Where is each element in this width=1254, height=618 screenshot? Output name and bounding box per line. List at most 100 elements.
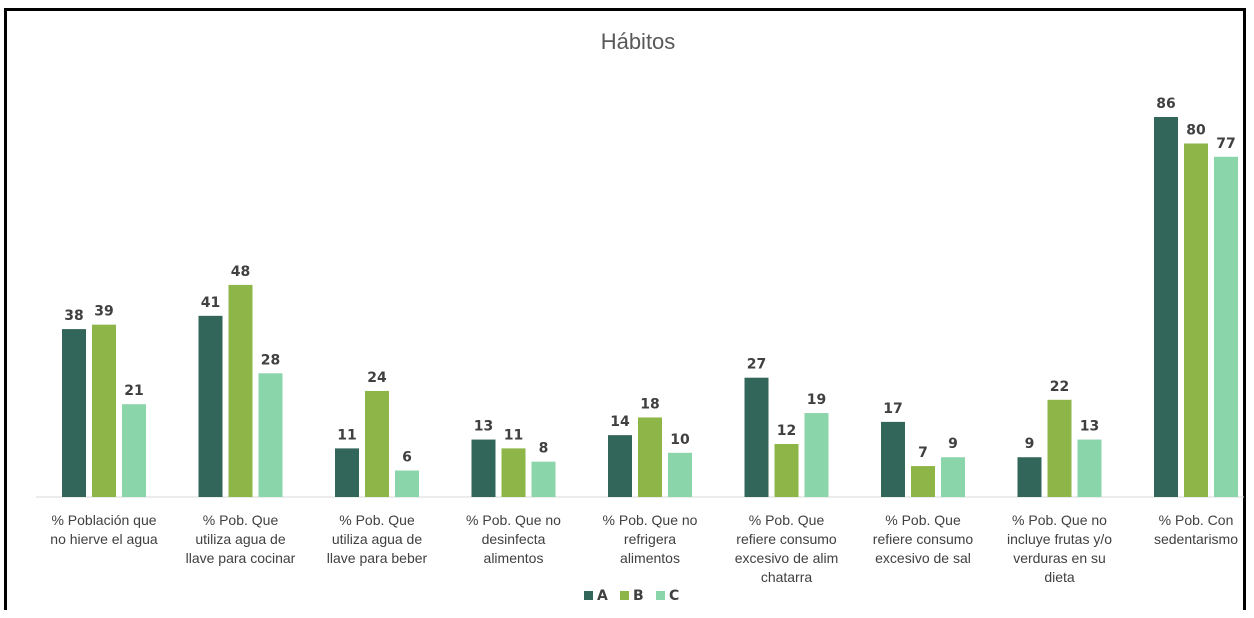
category-label-line: alimentos <box>484 550 544 566</box>
bar-A-1 <box>198 315 223 497</box>
bar-C-7 <box>1077 439 1102 497</box>
bars-group <box>62 117 1238 497</box>
category-label-line: desinfecta <box>482 531 546 547</box>
data-label-A-5: 27 <box>747 357 766 373</box>
data-label-A-7: 9 <box>1025 436 1035 452</box>
category-label-5: % Pob. Que refiere consumo excesivo de ali… <box>735 512 839 585</box>
category-label-line: no hierve el agua <box>50 531 158 547</box>
category-label-line: refrigera <box>624 531 676 547</box>
category-label-line: utiliza agua de <box>332 531 423 547</box>
data-label-B-3: 11 <box>504 427 523 443</box>
category-label-7: % Pob. Que no incluye frutas y/o verduras … <box>1007 512 1112 585</box>
category-label-2: % Pob. Que utiliza agua de llave para bebe… <box>327 512 428 566</box>
data-label-A-2: 11 <box>337 427 356 443</box>
bar-A-6 <box>881 421 905 497</box>
bar-C-4 <box>668 452 692 497</box>
data-label-C-1: 28 <box>261 352 280 368</box>
category-label-line: % Pob. Que <box>203 512 279 528</box>
data-label-B-1: 48 <box>231 264 250 280</box>
category-label-line: dieta <box>1044 569 1075 585</box>
category-label-line: sedentarismo <box>1154 531 1238 547</box>
legend: A B C <box>584 588 679 604</box>
data-label-C-7: 13 <box>1080 419 1099 435</box>
category-label-line: llave para beber <box>327 550 428 566</box>
category-label-line: refiere consumo <box>736 531 837 547</box>
data-label-B-5: 12 <box>777 423 796 439</box>
category-label-line: refiere consumo <box>873 531 974 547</box>
category-label-line: % Pob. Que no <box>1012 512 1107 528</box>
category-label-6: % Pob. Que refiere consumo excesivo de sal <box>873 512 974 566</box>
category-label-3: % Pob. Que no desinfecta alimentos <box>466 512 561 566</box>
data-label-B-0: 39 <box>94 304 113 320</box>
category-label-line: % Pob. Que no <box>603 512 698 528</box>
data-label-A-6: 17 <box>883 401 902 417</box>
bar-B-6 <box>911 466 935 497</box>
bar-A-0 <box>62 329 86 497</box>
category-label-1: % Pob. Que utiliza agua de llave para coci… <box>186 512 296 566</box>
category-label-line: % Pob. Con <box>1159 512 1234 528</box>
data-label-A-0: 38 <box>64 308 83 324</box>
bar-A-5 <box>744 377 769 497</box>
chart-frame <box>4 8 1246 610</box>
bar-C-3 <box>531 461 556 497</box>
bar-C-8 <box>1214 156 1238 497</box>
category-label-line: utiliza agua de <box>195 531 286 547</box>
chart-title: Hábitos <box>601 29 676 54</box>
category-label-4: % Pob. Que no refrigera alimentos <box>603 512 698 566</box>
legend-label-A: A <box>597 588 608 604</box>
data-label-C-3: 8 <box>539 441 549 457</box>
data-label-A-8: 86 <box>1156 96 1175 112</box>
bar-B-8 <box>1184 143 1208 497</box>
legend-label-C: C <box>669 588 679 604</box>
category-label-line: incluye frutas y/o <box>1007 531 1112 547</box>
legend-swatch-A <box>584 591 593 600</box>
legend-label-B: B <box>633 588 644 604</box>
bar-C-1 <box>258 373 283 497</box>
bar-B-4 <box>638 417 662 497</box>
data-label-C-4: 10 <box>670 432 690 448</box>
data-label-B-7: 22 <box>1050 379 1069 395</box>
category-label-line: % Pob. Que <box>339 512 415 528</box>
bar-B-5 <box>774 443 799 497</box>
bar-C-2 <box>395 470 419 497</box>
category-label-line: llave para cocinar <box>186 550 296 566</box>
category-labels-group: % Población que no hierve el agua % Pob. Q… <box>50 512 1238 585</box>
category-label-line: % Pob. Que no <box>466 512 561 528</box>
category-label-line: % Población que <box>51 512 156 528</box>
bar-B-1 <box>228 284 253 497</box>
bar-B-7 <box>1047 399 1072 497</box>
data-label-B-2: 24 <box>367 370 387 386</box>
bar-B-0 <box>92 324 116 497</box>
bar-A-8 <box>1154 117 1178 497</box>
data-labels-group: 38 39 21 41 48 28 11 24 6 13 11 8 14 18 10 27 12 19 17 7 9 9 2… <box>64 96 1235 465</box>
data-label-C-0: 21 <box>124 383 143 399</box>
category-label-line: % Pob. Que <box>885 512 961 528</box>
data-label-C-8: 77 <box>1216 136 1235 152</box>
category-label-line: alimentos <box>620 550 680 566</box>
bar-C-5 <box>804 413 829 497</box>
bar-A-4 <box>608 435 632 497</box>
bar-B-2 <box>365 390 389 497</box>
category-label-8: % Pob. Con sedentarismo <box>1154 512 1238 547</box>
category-label-line: chatarra <box>761 569 813 585</box>
legend-swatch-C <box>656 591 665 600</box>
data-label-C-6: 9 <box>948 436 958 452</box>
data-label-B-4: 18 <box>640 396 659 412</box>
data-label-C-2: 6 <box>402 449 412 465</box>
category-label-line: verduras en su <box>1013 550 1106 566</box>
bar-A-3 <box>471 439 496 497</box>
data-label-B-6: 7 <box>918 445 928 461</box>
category-label-line: excesivo de sal <box>875 550 971 566</box>
legend-swatch-B <box>620 591 629 600</box>
data-label-A-1: 41 <box>201 295 220 311</box>
category-label-line: % Pob. Que <box>749 512 825 528</box>
data-label-A-3: 13 <box>474 419 493 435</box>
bar-C-6 <box>941 457 965 497</box>
category-label-line: excesivo de alim <box>735 550 839 566</box>
bar-C-0 <box>122 404 146 497</box>
data-label-A-4: 14 <box>610 414 630 430</box>
data-label-B-8: 80 <box>1186 123 1206 139</box>
bar-B-3 <box>501 448 526 497</box>
category-label-0: % Población que no hierve el agua <box>50 512 158 547</box>
